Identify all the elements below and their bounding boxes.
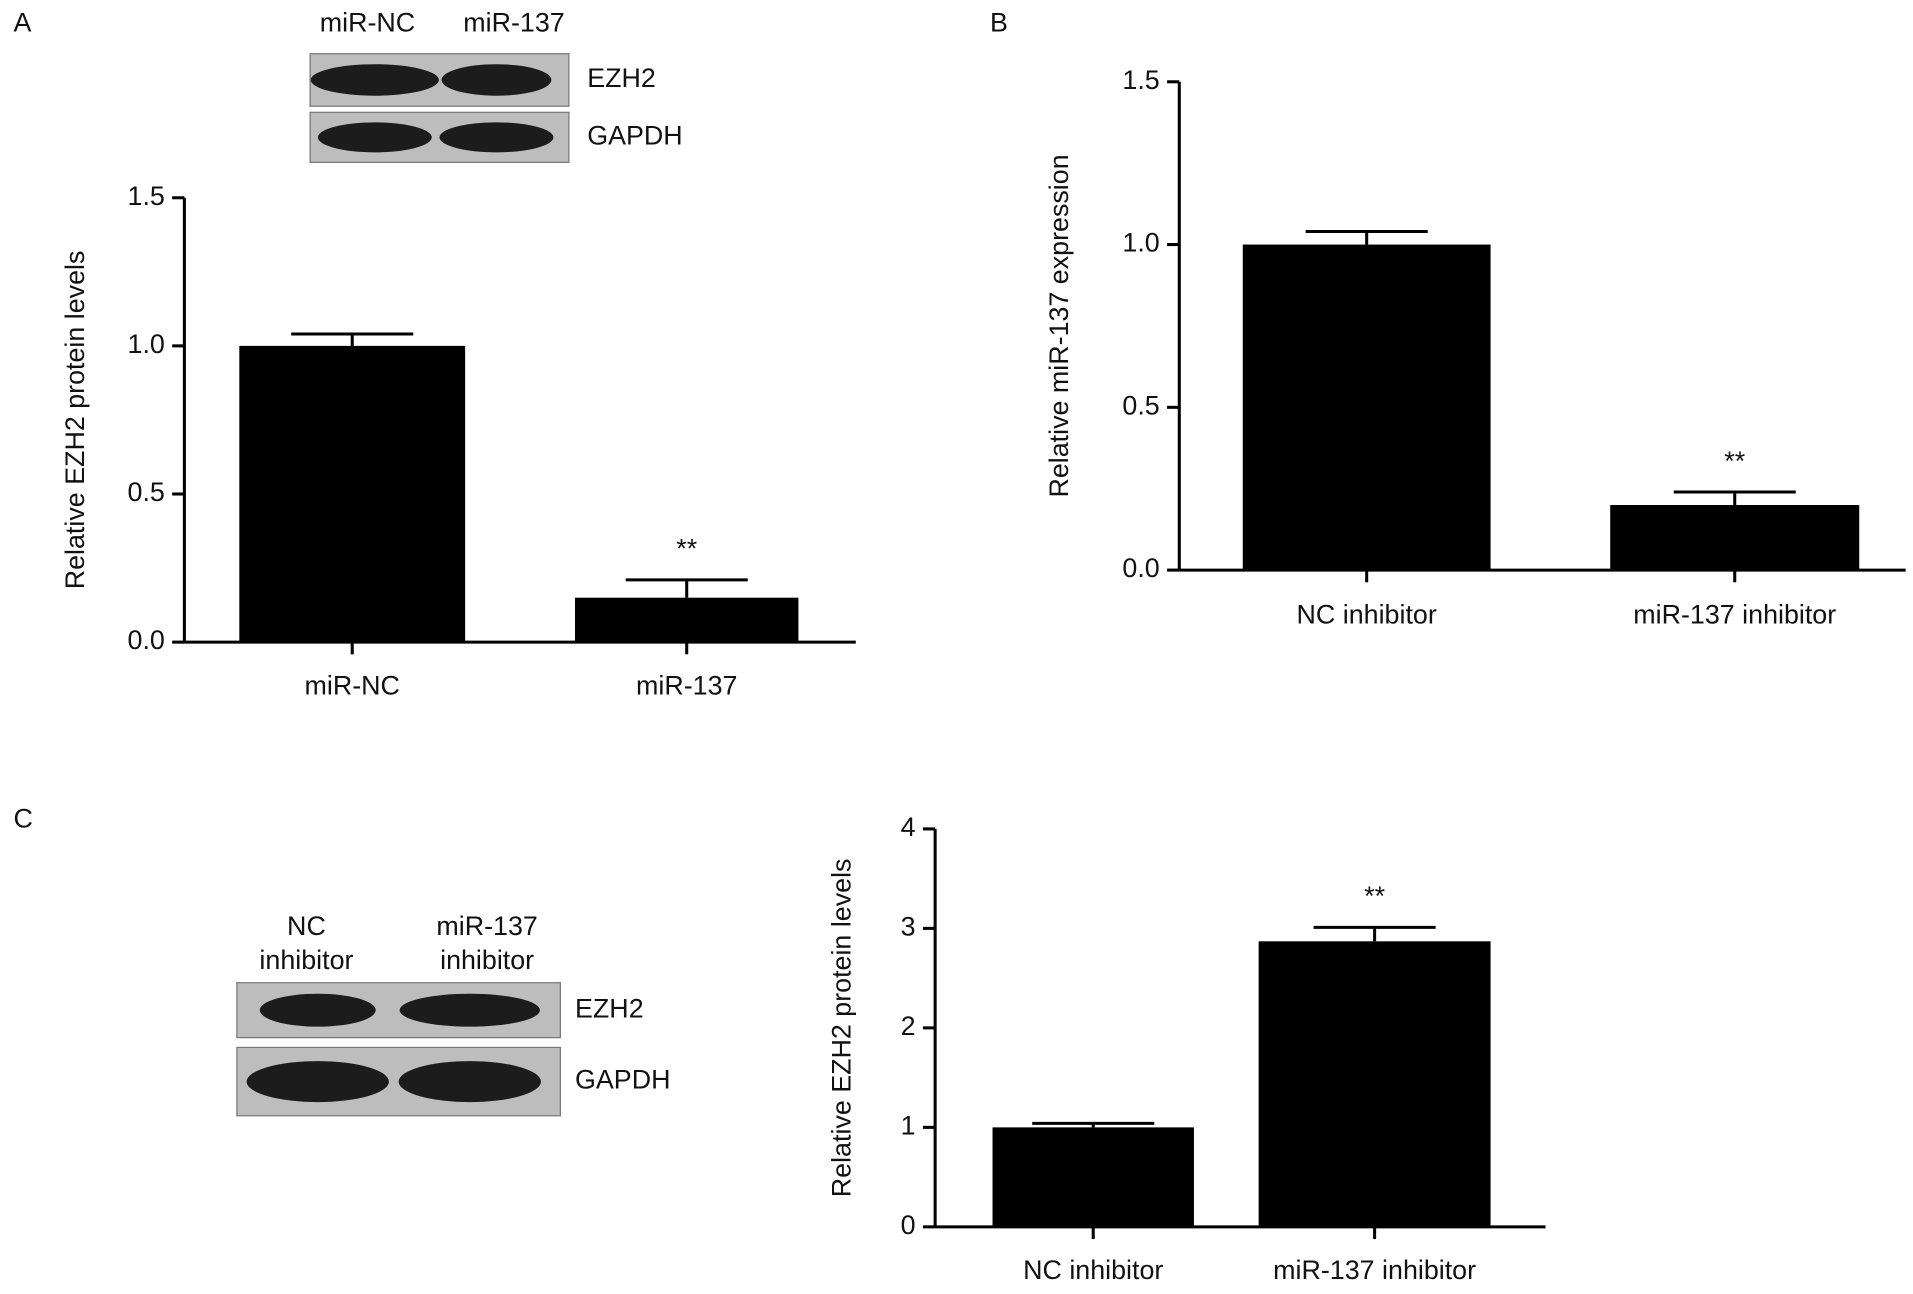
y-axis-label: Relative EZH2 protein levels xyxy=(827,859,857,1198)
x-tick-label: NC inhibitor xyxy=(1023,1255,1163,1285)
error-bar xyxy=(1313,925,1436,942)
bar xyxy=(1242,244,1491,571)
x-tick-label: miR-NC xyxy=(305,670,400,700)
bar xyxy=(575,597,799,643)
y-tick-label: 3 xyxy=(901,911,916,941)
lane-label: inhibitor xyxy=(259,945,353,975)
error-bar xyxy=(625,578,748,598)
bar xyxy=(239,345,466,643)
y-axis-label: Relative EZH2 protein levels xyxy=(60,251,90,590)
blot-band xyxy=(310,64,439,96)
x-tick-label: miR-137 inhibitor xyxy=(1273,1255,1476,1285)
y-tick-label: 1 xyxy=(901,1110,916,1140)
panel-label: B xyxy=(990,8,1008,38)
y-tick-label: 1.0 xyxy=(1122,228,1159,258)
y-tick-label: 4 xyxy=(901,812,916,842)
lane-label: NC xyxy=(287,911,326,941)
band-label: EZH2 xyxy=(587,63,656,93)
blot-band xyxy=(441,64,552,96)
band-label: GAPDH xyxy=(587,120,682,150)
error-bar xyxy=(291,332,414,346)
bar xyxy=(1610,504,1860,571)
x-tick-label: miR-137 xyxy=(636,670,737,700)
y-tick-label: 1.5 xyxy=(1122,65,1159,95)
blot-band xyxy=(399,993,540,1027)
y-tick-label: 0.0 xyxy=(1122,553,1159,583)
significance: ** xyxy=(1724,446,1745,476)
lane-label: miR-NC xyxy=(320,8,415,38)
y-tick-label: 0.0 xyxy=(128,625,165,655)
significance: ** xyxy=(676,534,697,564)
blot-band xyxy=(317,122,432,153)
x-tick-label: NC inhibitor xyxy=(1297,600,1437,630)
blot-band xyxy=(398,1061,541,1103)
y-tick-label: 0.5 xyxy=(128,477,165,507)
blot-band xyxy=(439,122,554,153)
y-tick-label: 1.0 xyxy=(128,329,165,359)
y-tick-label: 0 xyxy=(901,1210,916,1240)
error-bar xyxy=(1032,1121,1155,1128)
blot-band xyxy=(246,1061,389,1103)
lane-label: miR-137 xyxy=(463,8,564,38)
bar xyxy=(1258,941,1491,1227)
error-bar xyxy=(1673,490,1796,505)
bar xyxy=(992,1127,1194,1227)
y-tick-label: 1.5 xyxy=(128,181,165,211)
y-tick-label: 0.5 xyxy=(1122,390,1159,420)
band-label: GAPDH xyxy=(575,1065,670,1095)
error-bar xyxy=(1305,230,1428,245)
panel-label: C xyxy=(13,803,32,833)
panel-label: A xyxy=(13,8,31,38)
lane-label: inhibitor xyxy=(440,945,534,975)
y-axis-label: Relative miR-137 expression xyxy=(1044,154,1074,497)
significance: ** xyxy=(1364,881,1385,911)
band-label: EZH2 xyxy=(575,993,644,1023)
lane-label: miR-137 xyxy=(436,911,537,941)
blot-band xyxy=(259,993,376,1027)
x-tick-label: miR-137 inhibitor xyxy=(1633,600,1836,630)
y-tick-label: 2 xyxy=(901,1011,916,1041)
